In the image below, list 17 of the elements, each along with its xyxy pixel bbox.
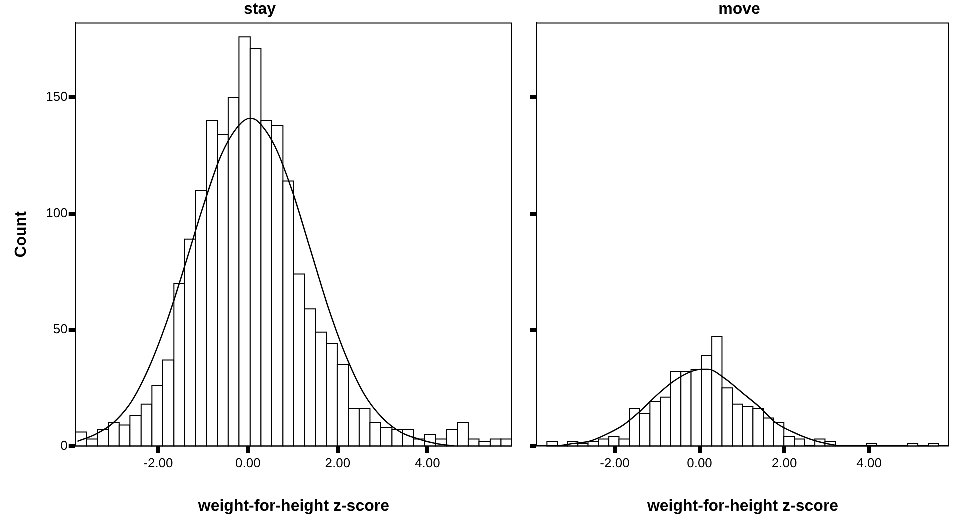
y-tick-label: 50	[53, 322, 68, 337]
x-tick-label: 2.00	[772, 456, 798, 471]
x-axis-title: weight-for-height z-score	[197, 498, 390, 515]
x-tick-label: 2.00	[325, 456, 351, 471]
x-axis-title: weight-for-height z-score	[646, 498, 839, 515]
y-tick-label: 0	[60, 438, 68, 453]
y-tick-label: 150	[46, 89, 68, 104]
x-tick-label: 4.00	[856, 456, 882, 471]
x-tick-label: 0.00	[687, 456, 712, 471]
chart-title: stay	[244, 1, 276, 18]
chart-title: move	[718, 1, 760, 18]
x-tick-label: -2.00	[144, 456, 174, 471]
y-axis-title: Count	[13, 210, 30, 258]
x-tick-label: -2.00	[600, 456, 630, 471]
x-tick-label: 4.00	[414, 456, 440, 471]
x-tick-label: 0.00	[236, 456, 261, 471]
y-tick-label: 100	[46, 205, 68, 220]
